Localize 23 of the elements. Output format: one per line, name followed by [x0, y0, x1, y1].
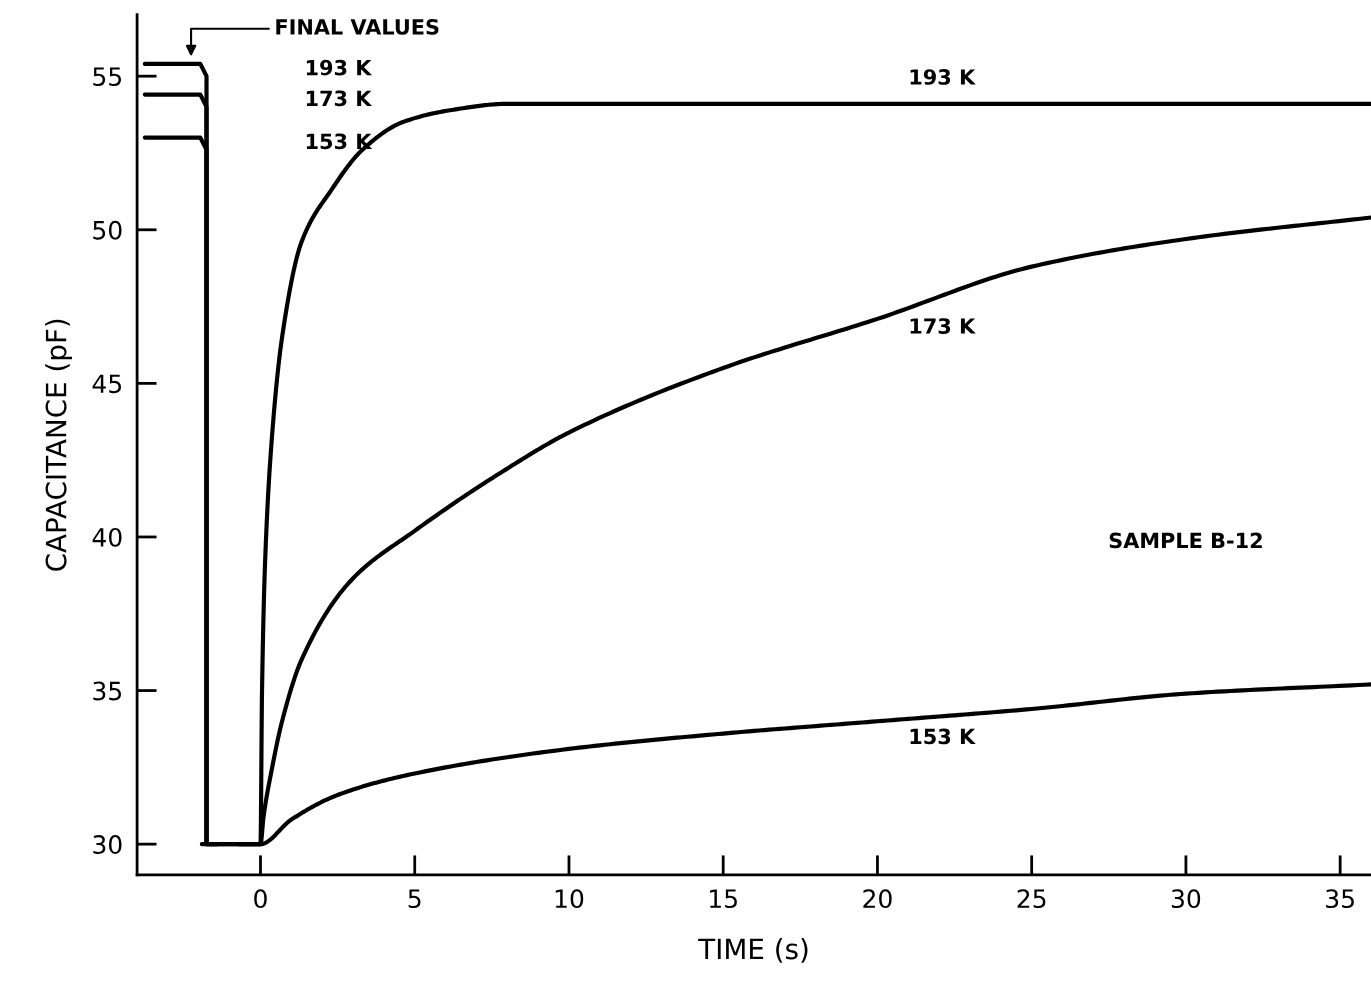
x-tick-label: 20 [863, 889, 892, 909]
series-label: 173 K [910, 318, 976, 334]
x-tick-label: 25 [1017, 889, 1046, 909]
series-label: 193 K [910, 69, 976, 85]
x-axis-title: TIME (s) [698, 937, 808, 963]
x-tick-label: 10 [555, 889, 584, 909]
y-tick-label: 30 [93, 835, 122, 854]
x-tick-label: 35 [1326, 889, 1354, 909]
y-tick-label: 50 [93, 220, 122, 240]
x-tick-label: 0 [254, 889, 267, 909]
y-tick-label: 35 [93, 681, 122, 701]
y-tick-label: 55 [93, 67, 122, 87]
text: 193 K [306, 59, 373, 76]
text: 173 K [306, 90, 373, 107]
y-tick-label: 45 [92, 374, 122, 394]
y-tick-label: 40 [92, 527, 122, 547]
y-axis-title: CAPACITANCE (pF) [45, 319, 72, 571]
annotation: SAMPLE B-12 [1109, 532, 1262, 549]
x-tick-label: 30 [1171, 889, 1201, 909]
x-tick-label: 5 [408, 889, 421, 909]
series-label: 153 K [910, 728, 976, 745]
x-tick-label: 15 [710, 889, 737, 909]
annotation: FINAL VALUES [276, 19, 439, 35]
